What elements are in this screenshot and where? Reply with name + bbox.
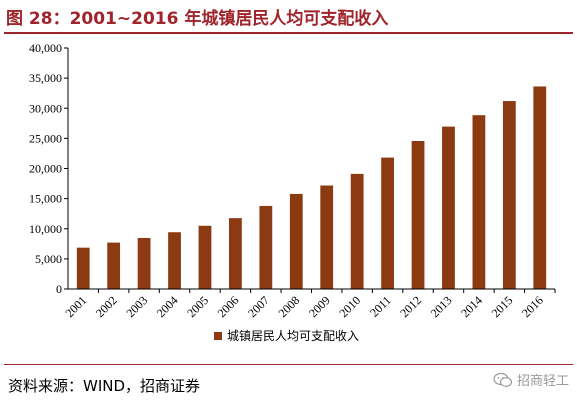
bar-2009 bbox=[320, 185, 334, 289]
source-divider bbox=[4, 364, 573, 365]
y-tick-label: 25,000 bbox=[29, 131, 62, 145]
y-tick-label: 5,000 bbox=[35, 252, 62, 266]
x-tick-label: 2015 bbox=[489, 293, 516, 320]
y-tick-label: 35,000 bbox=[29, 71, 62, 85]
x-tick-label: 2013 bbox=[428, 293, 455, 320]
bar-2004 bbox=[168, 232, 181, 289]
x-tick-label: 2002 bbox=[93, 293, 120, 320]
bar-2002 bbox=[107, 242, 121, 289]
wechat-icon bbox=[493, 372, 513, 387]
bar-2011 bbox=[381, 157, 394, 289]
bar-2003 bbox=[137, 237, 151, 289]
y-tick-label: 40,000 bbox=[29, 41, 62, 55]
x-tick-label: 2011 bbox=[367, 293, 394, 320]
watermark: 招商轻工 bbox=[493, 370, 569, 389]
x-tick-label: 2008 bbox=[276, 293, 303, 320]
x-tick-label: 2003 bbox=[123, 293, 150, 320]
chart-title: 图 28：2001~2016 年城镇居民人均可支配收入 bbox=[6, 9, 389, 29]
x-tick-label: 2001 bbox=[62, 293, 89, 320]
x-tick-label: 2007 bbox=[245, 293, 272, 320]
y-tick-label: 10,000 bbox=[29, 222, 62, 236]
x-tick-label: 2012 bbox=[397, 293, 424, 320]
y-tick-label: 30,000 bbox=[29, 101, 62, 115]
legend-swatch bbox=[214, 332, 222, 340]
x-axis: 2001 2002 2003 2004 2005 2006 2007 2008 2009 2010… bbox=[62, 288, 556, 320]
bar-2008 bbox=[289, 193, 303, 289]
x-tick-label: 2016 bbox=[519, 293, 546, 320]
y-axis: 0 5,000 10,000 15,000 20,000 25,000 30,000 35,0… bbox=[29, 41, 69, 296]
bar-2015 bbox=[502, 101, 516, 289]
bar-2007 bbox=[259, 205, 273, 289]
bar-2001 bbox=[76, 247, 90, 289]
y-tick-label: 20,000 bbox=[29, 162, 62, 176]
x-tick-label: 2010 bbox=[336, 293, 363, 320]
bar-2005 bbox=[198, 225, 212, 289]
bar-2006 bbox=[229, 218, 242, 289]
bar-2012 bbox=[411, 140, 425, 289]
y-tick-label: 0 bbox=[56, 282, 62, 296]
x-tick-label: 2006 bbox=[215, 293, 242, 320]
bar-2014 bbox=[472, 115, 486, 289]
y-tick-label: 15,000 bbox=[29, 192, 62, 206]
source-note: 资料来源：WIND，招商证券 bbox=[8, 377, 201, 395]
x-tick-label: 2009 bbox=[306, 293, 333, 320]
x-tick-label: 2005 bbox=[184, 293, 211, 320]
bar-2010 bbox=[350, 173, 364, 289]
watermark-text: 招商轻工 bbox=[516, 374, 569, 389]
legend-label: 城镇居民人均可支配收入 bbox=[227, 329, 359, 343]
bar-chart: 0 5,000 10,000 15,000 20,000 25,000 30,000 35,0… bbox=[29, 41, 556, 343]
x-tick-label: 2004 bbox=[154, 293, 181, 320]
bars bbox=[76, 86, 547, 290]
x-tick-label: 2014 bbox=[458, 293, 485, 320]
bar-2013 bbox=[442, 126, 455, 289]
bar-2016 bbox=[533, 86, 547, 290]
legend: 城镇居民人均可支配收入 bbox=[214, 329, 359, 343]
title-divider bbox=[4, 32, 573, 34]
